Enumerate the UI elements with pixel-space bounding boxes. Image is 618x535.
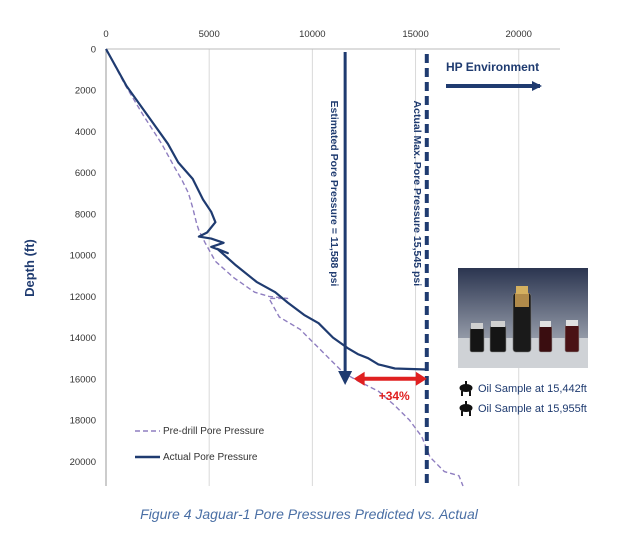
increase-arrowhead-right [415,371,427,386]
x-tick-label: 10000 [299,29,325,40]
grid-lines [208,49,520,486]
x-tick-label: 20000 [506,29,532,40]
y-tick-label: 20000 [70,457,96,468]
y-tick-label: 0 [91,45,96,56]
x-tick-label: 15000 [402,29,428,40]
series-actual-line [105,48,427,371]
y-tick-label: 2000 [75,86,96,97]
oil-sample-2-label: Oil Sample at 15,955ft [478,403,587,415]
legend: Pre-drill Pore Pressure Actual Pore Pres… [135,426,265,463]
series-group [105,48,464,487]
y-tick-label: 10000 [70,251,96,262]
oil-sample-1-label: Oil Sample at 15,442ft [478,383,587,395]
estimated-pore-pressure-label: Estimated Pore Pressure = 11,588 psi [328,101,340,287]
increase-percent-label: +34% [379,389,410,403]
y-tick-label: 4000 [75,127,96,138]
y-tick-labels: 0 2000 4000 6000 8000 10000 12000 14000 16000 180… [70,45,96,468]
y-tick-label: 14000 [70,333,96,344]
increase-double-arrow [353,371,427,386]
y-tick-label: 8000 [75,209,96,220]
y-tick-label: 6000 [75,168,96,179]
legend-actual-label: Actual Pore Pressure [163,452,258,463]
legend-predrill-label: Pre-drill Pore Pressure [163,426,265,437]
oil-samples-photo [458,268,588,368]
y-tick-label: 12000 [70,292,96,303]
oil-sample-1: Oil Sample at 15,442ft [459,381,587,396]
y-tick-label: 18000 [70,416,96,427]
oil-sample-2: Oil Sample at 15,955ft [459,401,587,416]
oil-drop-icon [459,401,473,416]
y-tick-label: 16000 [70,374,96,385]
oil-drop-icon [459,381,473,396]
y-axis-label: Depth (ft) [22,239,37,297]
x-tick-label: 0 [103,29,108,40]
increase-arrowhead-left [353,371,365,386]
estimated-pore-pressure-arrowhead [338,370,353,385]
series-predrill-line [105,48,464,487]
x-tick-labels: 0 5000 10000 15000 20000 [103,29,532,40]
actual-max-pore-pressure-label: Actual Max. Pore Pressure 15,545 psi [411,101,423,287]
x-tick-label: 5000 [199,29,220,40]
figure-caption: Figure 4 Jaguar-1 Pore Pressures Predict… [140,506,478,522]
hp-environment-label: HP Environment [446,60,539,74]
